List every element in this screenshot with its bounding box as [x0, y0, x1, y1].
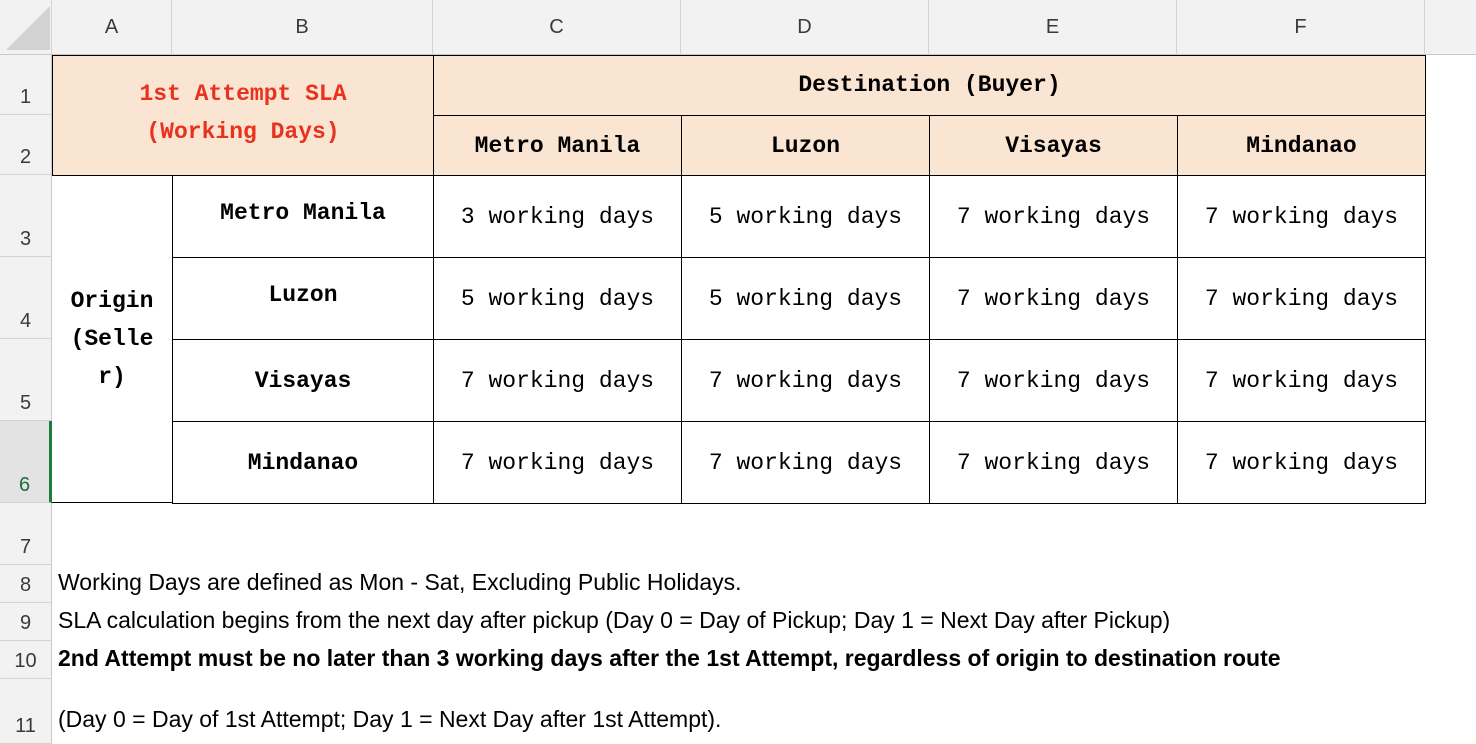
column-header-f[interactable]: F: [1177, 0, 1425, 55]
sla-cell[interactable]: 5 working days: [681, 257, 930, 340]
sla-cell[interactable]: 7 working days: [1177, 421, 1426, 504]
row-header-1[interactable]: 1: [0, 55, 52, 115]
origin-line1: Origin: [70, 288, 154, 314]
row-header-8[interactable]: 8: [0, 565, 52, 603]
column-header-c[interactable]: C: [433, 0, 681, 55]
sla-cell[interactable]: 7 working days: [929, 175, 1178, 258]
sla-cell[interactable]: 7 working days: [681, 421, 930, 504]
sla-title-line2: (Working Days): [146, 118, 340, 145]
sla-cell[interactable]: 7 working days: [1177, 175, 1426, 258]
dest-col-metro-manila[interactable]: Metro Manila: [433, 115, 682, 176]
column-header-a[interactable]: A: [52, 0, 172, 55]
origin-row-luzon[interactable]: Luzon: [172, 257, 434, 340]
sla-cell[interactable]: 7 working days: [1177, 339, 1426, 422]
dest-col-mindanao[interactable]: Mindanao: [1177, 115, 1426, 176]
dest-col-luzon[interactable]: Luzon: [681, 115, 930, 176]
row-header-5[interactable]: 5: [0, 339, 52, 421]
row-header-4[interactable]: 4: [0, 257, 52, 339]
origin-row-visayas[interactable]: Visayas: [172, 339, 434, 422]
row-header-9[interactable]: 9: [0, 603, 52, 641]
sla-cell[interactable]: 7 working days: [929, 257, 1178, 340]
column-header-e[interactable]: E: [929, 0, 1177, 55]
note-day-definition[interactable]: (Day 0 = Day of 1st Attempt; Day 1 = Nex…: [58, 706, 722, 732]
note-working-days[interactable]: Working Days are defined as Mon - Sat, E…: [58, 569, 742, 595]
row-header-10[interactable]: 10: [0, 641, 52, 679]
dest-col-visayas[interactable]: Visayas: [929, 115, 1178, 176]
sla-cell[interactable]: 7 working days: [929, 339, 1178, 422]
sla-cell[interactable]: 7 working days: [1177, 257, 1426, 340]
sla-cell[interactable]: 5 working days: [681, 175, 930, 258]
sla-cell[interactable]: 7 working days: [433, 339, 682, 422]
column-header-g[interactable]: [1425, 0, 1476, 55]
row-header-2[interactable]: 2: [0, 115, 52, 175]
sla-cell[interactable]: 7 working days: [433, 421, 682, 504]
sla-cell[interactable]: 7 working days: [929, 421, 1178, 504]
note-second-attempt[interactable]: 2nd Attempt must be no later than 3 work…: [58, 645, 1281, 671]
row-header-3[interactable]: 3: [0, 175, 52, 257]
sla-title-line1: 1st Attempt SLA: [139, 80, 347, 107]
column-header-d[interactable]: D: [681, 0, 929, 55]
sla-title-cell[interactable]: 1st Attempt SLA (Working Days): [52, 55, 434, 176]
sla-cell[interactable]: 3 working days: [433, 175, 682, 258]
sla-cell[interactable]: 5 working days: [433, 257, 682, 340]
column-header-b[interactable]: B: [172, 0, 433, 55]
origin-line2: (Selle: [70, 326, 154, 352]
note-sla-calculation[interactable]: SLA calculation begins from the next day…: [58, 607, 1171, 633]
origin-row-metro-manila[interactable]: Metro Manila: [172, 175, 434, 258]
row-header-7[interactable]: 7: [0, 503, 52, 565]
select-all-triangle-icon: [6, 6, 50, 50]
origin-row-mindanao[interactable]: Mindanao: [172, 421, 434, 504]
destination-header[interactable]: Destination (Buyer): [433, 55, 1426, 116]
origin-line3: r): [98, 364, 126, 390]
row-header-6[interactable]: 6: [0, 421, 52, 503]
row-header-11[interactable]: 11: [0, 679, 52, 744]
origin-header-cell[interactable]: Origin (Selle r): [52, 175, 173, 503]
sla-cell[interactable]: 7 working days: [681, 339, 930, 422]
